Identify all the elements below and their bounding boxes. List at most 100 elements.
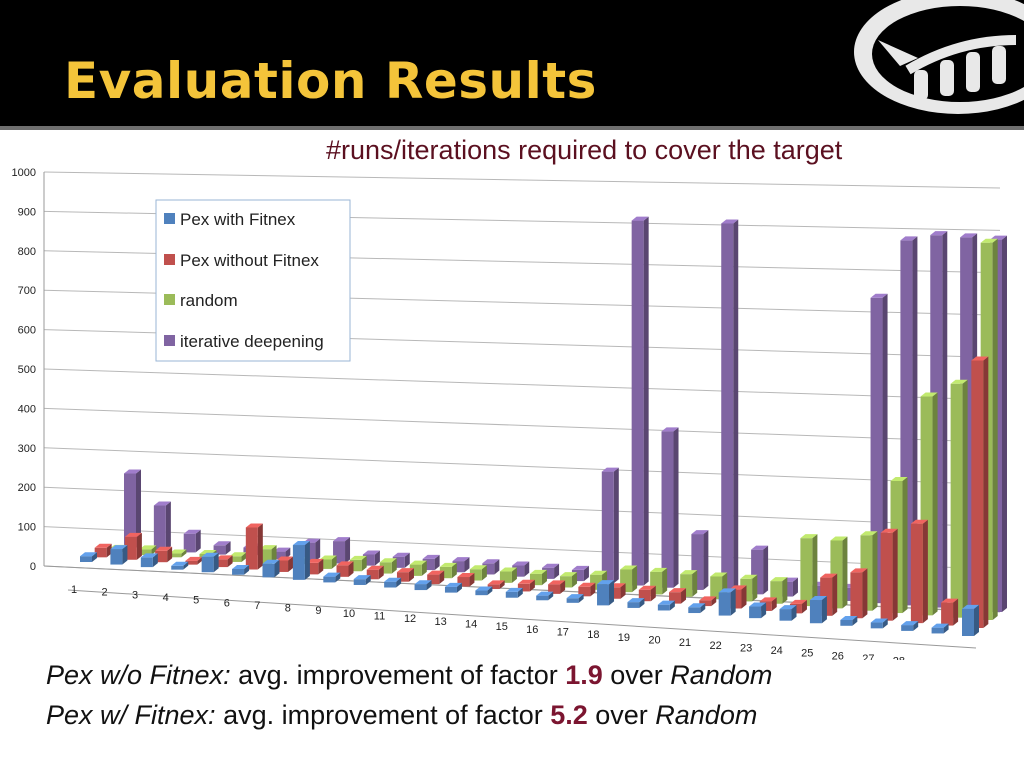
bar xyxy=(469,565,487,581)
x-tick-label: 11 xyxy=(374,611,385,623)
bar xyxy=(153,501,171,551)
bar xyxy=(171,561,189,570)
x-tick-label: 10 xyxy=(343,608,355,620)
bar xyxy=(880,528,898,621)
bar xyxy=(499,567,517,583)
bar xyxy=(232,564,250,575)
x-tick-label: 4 xyxy=(163,592,169,604)
y-tick-label: 900 xyxy=(18,206,36,218)
bar xyxy=(323,572,341,583)
x-tick-label: 16 xyxy=(526,624,538,636)
gridline xyxy=(43,171,1001,189)
bar xyxy=(215,555,233,568)
gridline xyxy=(43,368,1001,401)
x-tick-label: 15 xyxy=(496,621,508,633)
bar xyxy=(850,568,868,619)
bar xyxy=(392,552,410,568)
bar xyxy=(941,598,959,626)
bar xyxy=(185,556,203,565)
bar xyxy=(482,559,500,575)
bar xyxy=(800,534,818,607)
bar xyxy=(721,219,739,593)
legend-item: Pex with Fitnex xyxy=(164,210,296,229)
x-axis: 1 2 3 4 5 6 7 8 9 10 11 12 13 14 15 16 17 18 19 20 21 22 23 24 2… xyxy=(71,584,936,660)
bar xyxy=(631,216,649,586)
bar xyxy=(366,565,384,580)
legend-item: Pex without Fitnex xyxy=(164,251,319,270)
caption-prefix: Pex w/ Fitnex: xyxy=(46,700,216,730)
bar xyxy=(319,555,337,569)
x-axis-line xyxy=(67,589,977,649)
chart-subtitle: #runs/iterations required to cover the t… xyxy=(326,135,843,165)
bar xyxy=(840,615,858,626)
bar xyxy=(457,573,475,587)
caption-factor: 5.2 xyxy=(550,700,588,730)
bar xyxy=(779,605,797,621)
logo-icon xyxy=(854,0,1024,114)
x-tick-label: 24 xyxy=(771,645,783,657)
bar xyxy=(669,588,687,604)
x-tick-label: 20 xyxy=(648,634,660,646)
bar xyxy=(140,553,158,568)
legend-item: iterative deepening xyxy=(164,332,324,351)
bar xyxy=(439,562,457,579)
bar xyxy=(245,523,263,570)
x-tick-label: 23 xyxy=(740,642,752,654)
gridline xyxy=(43,447,1001,486)
caption-over: over xyxy=(602,660,671,690)
x-tick-label: 26 xyxy=(832,650,844,660)
y-tick-label: 500 xyxy=(18,364,36,376)
bar xyxy=(627,598,645,608)
bar xyxy=(962,604,979,636)
y-tick-label: 300 xyxy=(18,443,36,455)
bar xyxy=(597,580,615,606)
x-tick-label: 29 xyxy=(923,658,935,660)
bar xyxy=(124,532,142,560)
x-tick-label: 22 xyxy=(709,640,721,652)
bar xyxy=(213,541,231,555)
bar xyxy=(80,552,97,562)
caption-pex-with-fitnex: Pex w/ Fitnex: avg. improvement of facto… xyxy=(46,700,757,731)
bar xyxy=(201,552,219,573)
bar xyxy=(870,293,888,604)
gridline xyxy=(43,486,1001,528)
bar xyxy=(578,582,596,597)
legend-item: random xyxy=(164,291,238,310)
x-tick-label: 8 xyxy=(285,603,291,615)
caption-text: avg. improvement of factor xyxy=(230,660,566,690)
bar xyxy=(427,570,445,585)
x-tick-label: 18 xyxy=(587,629,599,641)
bar xyxy=(749,602,767,619)
bar xyxy=(169,549,187,558)
x-tick-label: 13 xyxy=(434,616,446,628)
x-tick-label: 1 xyxy=(71,584,77,596)
x-tick-label: 25 xyxy=(801,648,813,660)
bar xyxy=(110,545,128,565)
bar xyxy=(384,577,402,588)
bar xyxy=(124,469,141,548)
bar xyxy=(452,557,470,573)
bar xyxy=(661,427,679,588)
y-tick-label: 200 xyxy=(18,482,36,494)
bar xyxy=(536,591,554,601)
bar xyxy=(306,558,324,575)
x-tick-label: 12 xyxy=(404,613,416,625)
x-tick-label: 28 xyxy=(893,656,905,660)
bar xyxy=(718,588,736,616)
y-axis: 0 100 200 300 400 500 600 700 800 900 1000 xyxy=(12,167,36,573)
bar xyxy=(971,356,989,628)
y-tick-label: 800 xyxy=(18,246,36,258)
x-tick-label: 6 xyxy=(224,597,230,609)
bar xyxy=(601,467,619,584)
caption-pex-without-fitnex: Pex w/o Fitnex: avg. improvement of fact… xyxy=(46,660,772,691)
bar xyxy=(505,587,523,598)
chart-legend: Pex with Fitnex Pex without Fitnex rando… xyxy=(155,199,351,362)
caption-baseline: Random xyxy=(670,660,773,690)
bar xyxy=(349,555,367,572)
bar xyxy=(336,561,354,577)
bar xyxy=(155,546,173,563)
bar xyxy=(910,519,928,624)
bar xyxy=(414,580,432,591)
bar xyxy=(292,541,310,580)
bar xyxy=(396,568,414,582)
